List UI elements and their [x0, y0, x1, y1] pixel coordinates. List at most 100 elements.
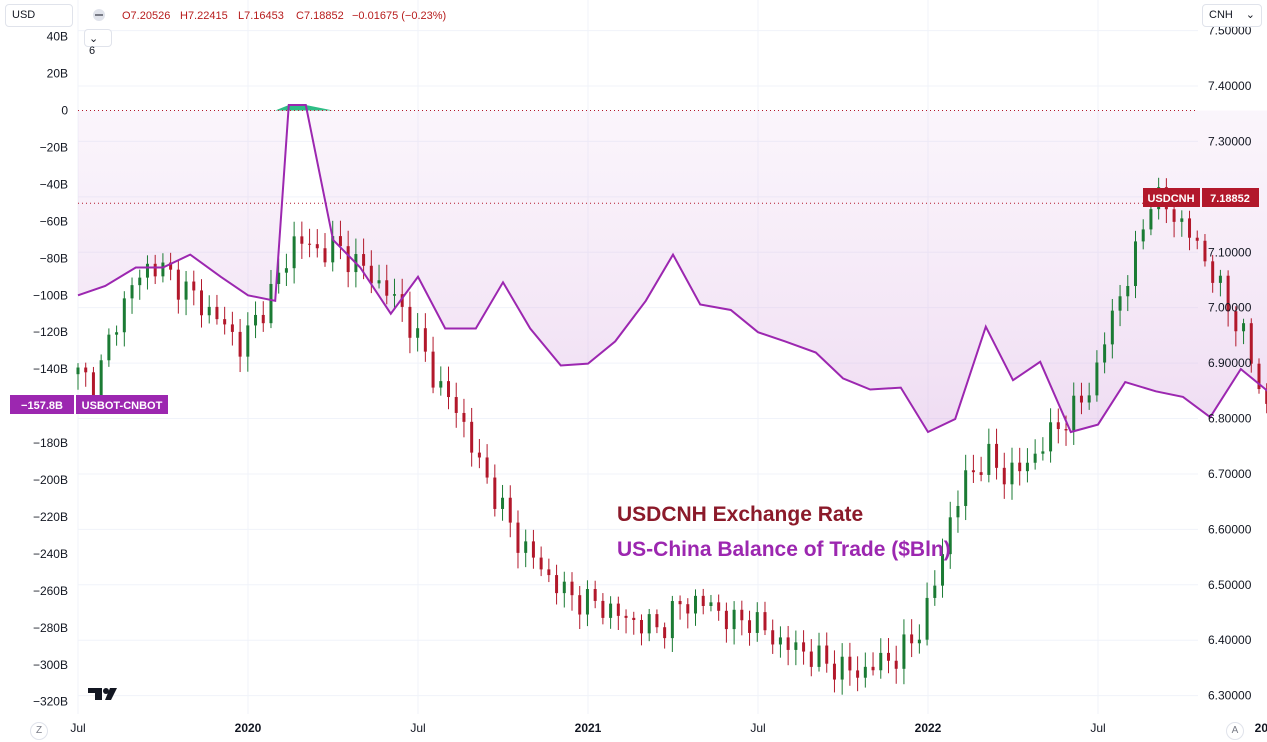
- right-tick-label: 7.50000: [1208, 24, 1252, 38]
- candle-body: [910, 634, 914, 644]
- right-tick-label: 6.40000: [1208, 633, 1252, 647]
- ohlc-change: −0.01675 (−0.23%): [352, 10, 446, 22]
- candle-body: [917, 639, 921, 644]
- time-tick-label: 2023: [1255, 721, 1267, 735]
- candle-body: [408, 306, 412, 338]
- candle-body: [308, 243, 312, 245]
- candle-body: [686, 604, 690, 614]
- zoom-toggle-button[interactable]: Z: [30, 722, 48, 740]
- candle-body: [871, 666, 875, 671]
- time-tick-label: Jul: [70, 721, 85, 735]
- candle-body: [593, 589, 597, 601]
- right-tick-label: 7.00000: [1208, 301, 1252, 315]
- candle-body: [169, 262, 173, 270]
- left-tick-label: 20B: [47, 67, 68, 81]
- left-tick-label: −180B: [33, 436, 68, 450]
- left-tick-label: −20B: [40, 140, 68, 154]
- candle-body: [956, 505, 960, 518]
- candle-body: [1141, 229, 1145, 242]
- candle-body: [894, 660, 898, 669]
- time-tick-label: 2022: [915, 721, 942, 735]
- left-tick-label: −240B: [33, 547, 68, 561]
- candle-body: [848, 656, 852, 671]
- candle-body: [1018, 462, 1022, 472]
- candle-body: [1211, 261, 1215, 283]
- left-tick-label: −300B: [33, 658, 68, 672]
- legend-toggle-label: ⌄ 6: [89, 33, 99, 57]
- candle-body: [161, 262, 165, 277]
- candle-body: [709, 602, 713, 606]
- annotation-balance-of-trade: US-China Balance of Trade ($Bln): [617, 538, 951, 561]
- candle-body: [562, 581, 566, 594]
- candle-body: [1226, 275, 1230, 312]
- candle-body: [1149, 209, 1153, 230]
- candle-body: [200, 290, 204, 316]
- left-unit-selector[interactable]: USD: [5, 4, 73, 27]
- candle-body: [462, 412, 466, 422]
- candle-body: [1002, 467, 1006, 485]
- right-tick-label: 7.40000: [1208, 79, 1252, 93]
- right-tick-label: 6.70000: [1208, 467, 1252, 481]
- right-tick-label: 6.90000: [1208, 356, 1252, 370]
- time-tick-label: Jul: [410, 721, 425, 735]
- balance-of-trade-area: [78, 110, 1267, 432]
- candle-body: [1072, 395, 1076, 431]
- candle-body: [130, 285, 134, 299]
- candle-body: [547, 569, 551, 576]
- candle-body: [377, 280, 381, 284]
- candle-body: [802, 642, 806, 652]
- left-tick-label: −40B: [40, 177, 68, 191]
- candle-body: [740, 609, 744, 621]
- candle-body: [184, 281, 188, 300]
- candle-body: [879, 652, 883, 671]
- candle-body: [1180, 218, 1184, 222]
- candle-body: [748, 620, 752, 633]
- left-axis: 40B 20B 0 −20B −40B −60B −80B −100B −120B −140B −1…: [33, 30, 68, 709]
- candle-body: [192, 281, 196, 291]
- right-unit-selector[interactable]: CNH ⌄: [1202, 4, 1262, 27]
- candle-body: [647, 614, 651, 634]
- candle-body: [524, 541, 528, 553]
- candle-body: [338, 236, 342, 247]
- candle-body: [531, 541, 535, 558]
- candle-body: [1257, 363, 1261, 390]
- candle-body: [215, 306, 219, 320]
- candle-body: [933, 585, 937, 598]
- candle-body: [1079, 395, 1083, 403]
- candle-body: [964, 470, 968, 506]
- left-tick-label: −100B: [33, 288, 68, 302]
- candle-body: [91, 372, 95, 400]
- left-tick-label: −80B: [40, 251, 68, 265]
- candle-body: [1041, 451, 1045, 454]
- candle-body: [261, 314, 265, 324]
- candle-body: [995, 443, 999, 468]
- candle-body: [971, 470, 975, 473]
- candle-body: [1133, 241, 1137, 287]
- candle-body: [778, 637, 782, 645]
- candle-body: [663, 627, 667, 639]
- candle-body: [362, 254, 366, 266]
- candle-body: [439, 381, 443, 388]
- candle-body: [238, 331, 242, 357]
- right-tick-label: 6.50000: [1208, 578, 1252, 592]
- candle-body: [817, 645, 821, 667]
- auto-scale-button[interactable]: A: [1226, 722, 1244, 740]
- right-tick-label: 6.80000: [1208, 412, 1252, 426]
- candle-body: [207, 306, 211, 316]
- left-tick-label: −320B: [33, 695, 68, 709]
- candle-body: [724, 610, 728, 630]
- left-tick-label: −140B: [33, 362, 68, 376]
- candle-body: [832, 663, 836, 680]
- candle-body: [763, 612, 767, 631]
- candle-body: [941, 554, 945, 586]
- legend-toggle-button[interactable]: ⌄ 6: [84, 29, 112, 57]
- candle-body: [223, 319, 227, 325]
- time-tick-label: 2021: [575, 721, 602, 735]
- candle-body: [1249, 323, 1253, 364]
- left-last-value: −157.8B: [21, 400, 63, 412]
- tradingview-logo-icon: [88, 688, 117, 700]
- time-tick-label: Jul: [750, 721, 765, 735]
- candle-body: [385, 280, 389, 296]
- candle-body: [292, 236, 296, 269]
